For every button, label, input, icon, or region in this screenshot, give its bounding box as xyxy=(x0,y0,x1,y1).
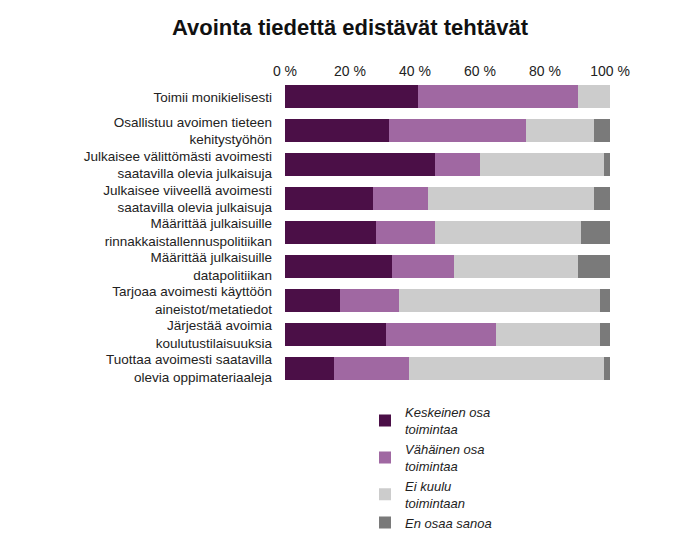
svg-text:Toimii monikielisesti: Toimii monikielisesti xyxy=(153,90,272,105)
svg-text:20 %: 20 % xyxy=(334,63,366,79)
svg-text:80 %: 80 % xyxy=(529,63,561,79)
svg-text:Määrittää julkaisuilledatapoli: Määrittää julkaisuilledatapolitiikan xyxy=(150,250,272,283)
svg-text:Julkaisee viiveellä avoimestis: Julkaisee viiveellä avoimestisaatavilla … xyxy=(103,183,272,216)
svg-text:Järjestää avoimiakoulutustilai: Järjestää avoimiakoulutustilaisuuksia xyxy=(156,318,273,351)
svg-text:Osallistuu avoimen tieteenkehi: Osallistuu avoimen tieteenkehitystyöhön xyxy=(114,115,272,148)
svg-text:Määrittää julkaisuillerinnakka: Määrittää julkaisuillerinnakkaistallennu… xyxy=(105,216,272,249)
svg-text:Keskeinen osatoimintaa: Keskeinen osatoimintaa xyxy=(405,405,490,437)
svg-text:40 %: 40 % xyxy=(399,63,431,79)
svg-text:Tarjoaa avoimesti käyttöönaine: Tarjoaa avoimesti käyttöönaineistot/meta… xyxy=(112,284,272,317)
svg-text:Vähäinen osatoimintaa: Vähäinen osatoimintaa xyxy=(405,442,485,474)
svg-text:Ei kuulutoimintaan: Ei kuulutoimintaan xyxy=(405,479,465,511)
svg-text:En osaa sanoa: En osaa sanoa xyxy=(405,516,492,531)
svg-text:100 %: 100 % xyxy=(590,63,630,79)
svg-text:Tuottaa avoimesti saatavillaol: Tuottaa avoimesti saatavillaolevia oppim… xyxy=(106,352,273,385)
svg-text:Avointa tiedettä edistävät teh: Avointa tiedettä edistävät tehtävät xyxy=(172,15,529,40)
svg-text:0 %: 0 % xyxy=(273,63,297,79)
svg-text:60 %: 60 % xyxy=(464,63,496,79)
svg-text:Julkaisee välittömästi avoimes: Julkaisee välittömästi avoimestisaatavil… xyxy=(84,149,273,182)
